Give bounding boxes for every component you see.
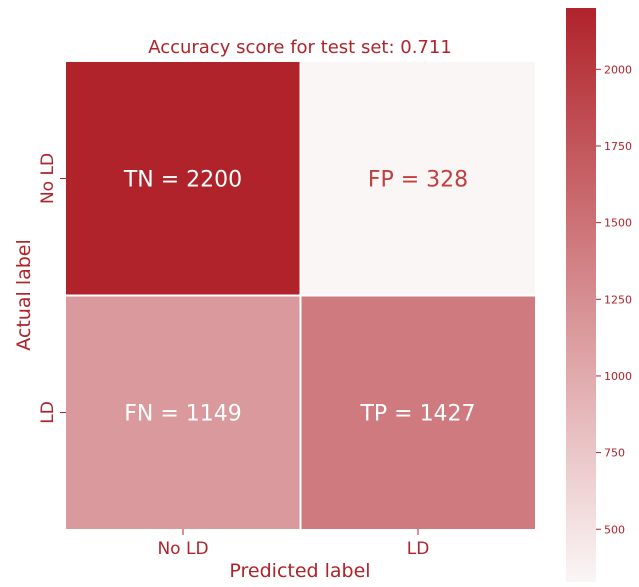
colorbar-tick-label: 1750 [604,140,632,153]
cell-label: FP = 328 [368,168,468,193]
y-axis: No LD LD [38,153,66,424]
heatmap-cell [66,62,300,295]
colorbar-tick-label: 750 [604,447,625,460]
heatmap-cell [301,62,535,295]
x-axis-label: Predicted label [229,560,370,582]
heatmap-cell [301,296,535,529]
colorbar-tick-label: 500 [604,523,625,536]
colorbar-tick-label: 1250 [604,293,632,306]
x-tick-label: LD [407,539,430,559]
y-tick-label: No LD [38,153,58,204]
heatmap-cell [66,296,300,529]
cell-label: TN = 2200 [123,168,242,193]
cell-label: TP = 1427 [359,402,475,427]
cell-label: FN = 1149 [124,402,242,427]
y-tick-label: LD [38,401,58,424]
colorbar-tick-label: 1000 [604,370,632,383]
x-tick-label: No LD [157,539,208,559]
colorbar [566,8,596,582]
chart-title: Accuracy score for test set: 0.711 [148,37,452,58]
colorbar-tick-label: 2000 [604,63,632,76]
x-axis: No LD LD [157,529,429,559]
y-axis-label: Actual label [13,239,35,351]
colorbar-tick-label: 1500 [604,217,632,230]
heatmap: TN = 2200 FP = 328 FN = 1149 TP = 1427 [66,62,535,529]
colorbar-ticks: 500 750 1000 1250 1500 1750 2000 [596,63,632,536]
